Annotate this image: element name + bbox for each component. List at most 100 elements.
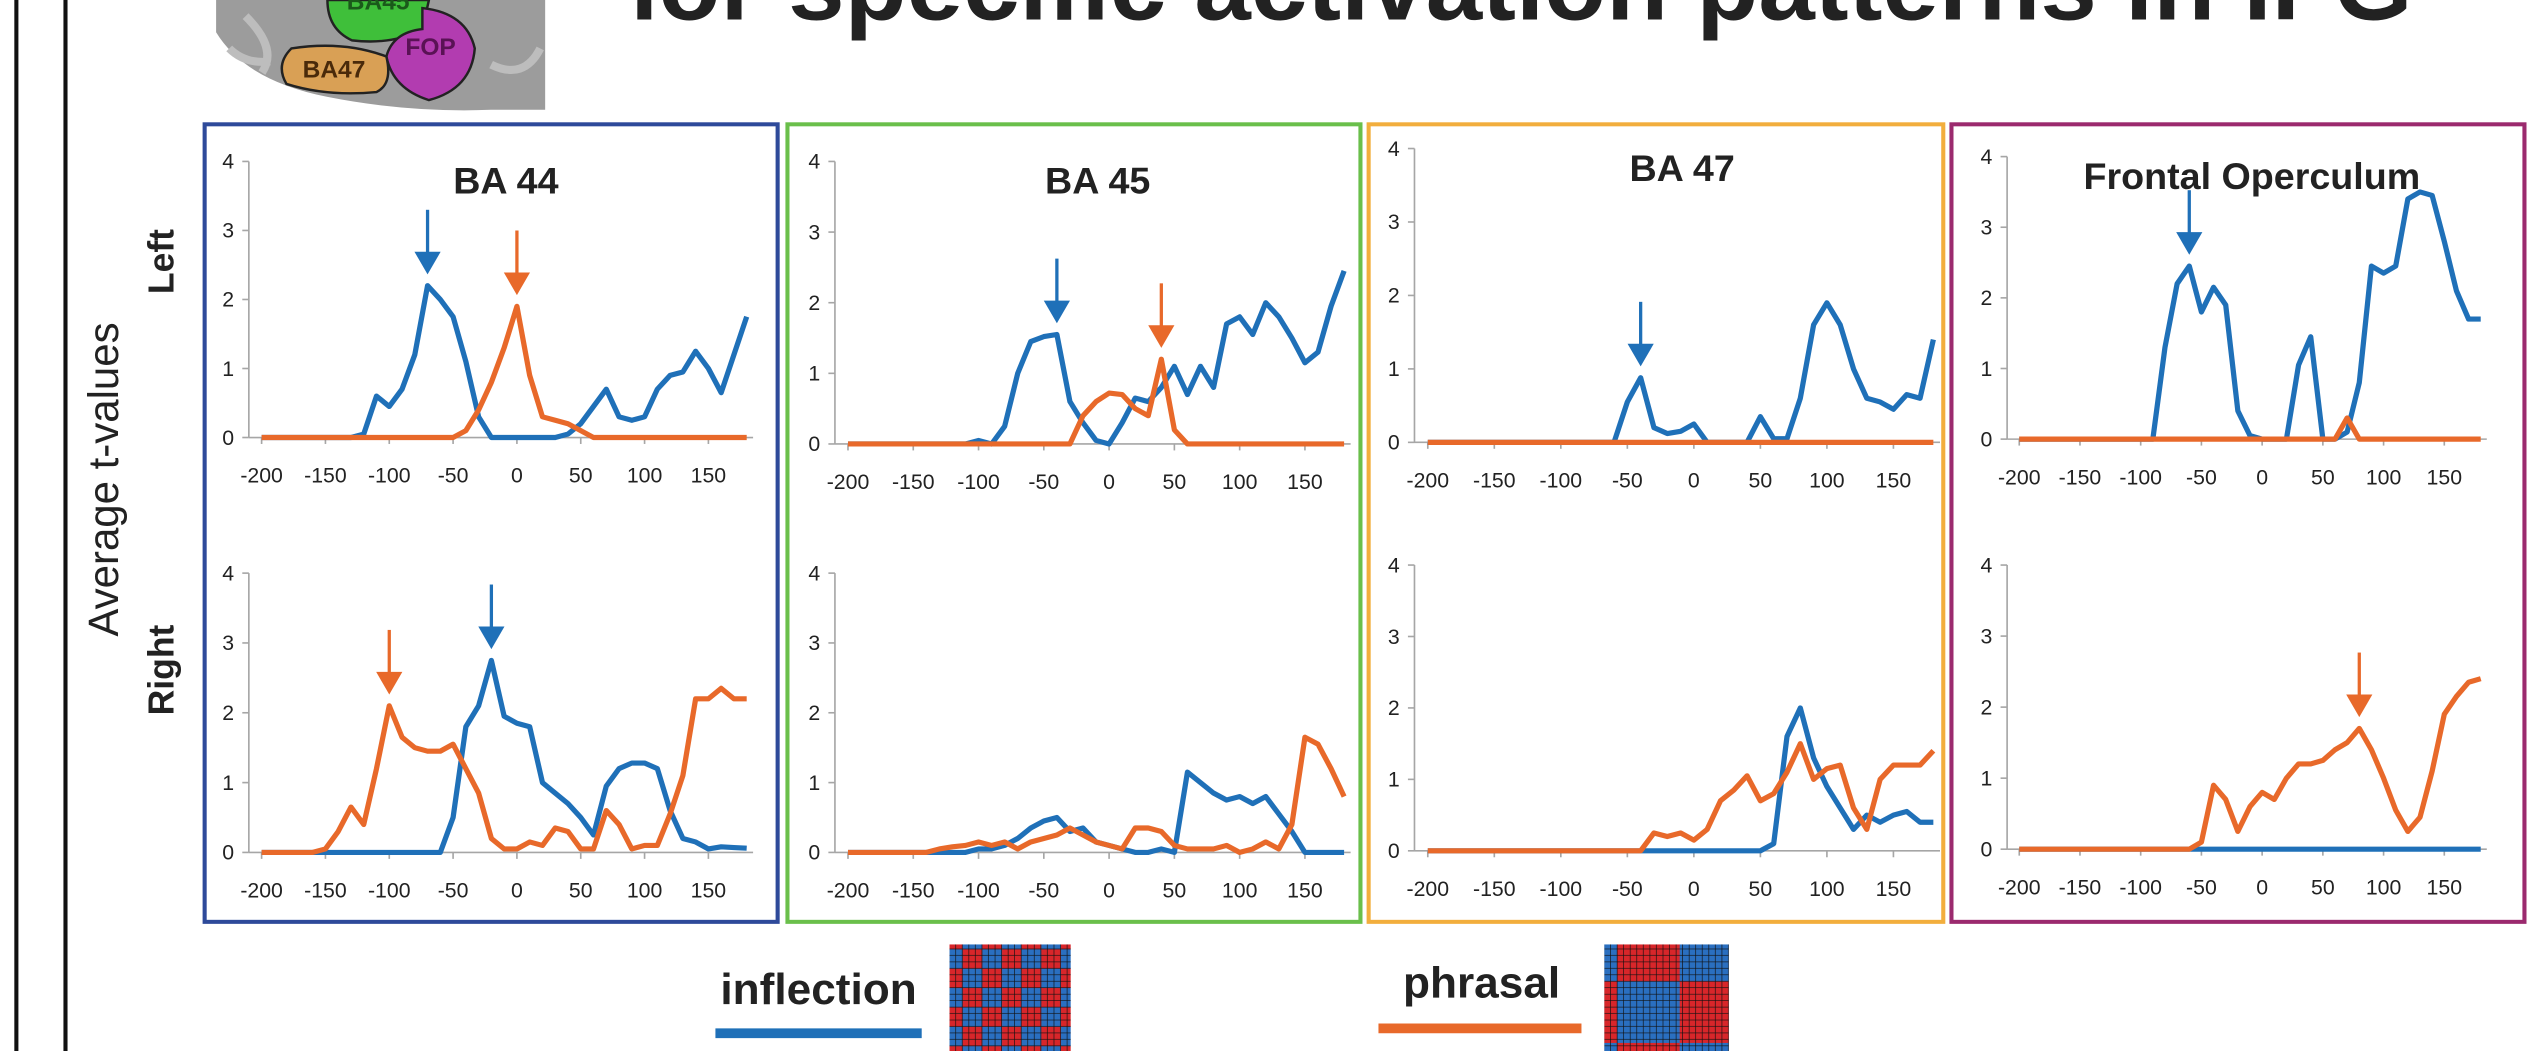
arrow <box>2176 190 2203 255</box>
x-tick-label: 50 <box>1749 878 1773 901</box>
y-tick-label: 1 <box>1388 358 1400 381</box>
x-tick-label: 0 <box>1103 471 1115 494</box>
y-tick-label: 4 <box>808 151 820 174</box>
arrow-head <box>1043 300 1070 324</box>
y-tick-label: 1 <box>808 772 820 795</box>
arrow <box>1148 283 1175 348</box>
y-tick-label: 2 <box>1981 287 1993 310</box>
y-tick-label: 3 <box>222 220 234 243</box>
x-tick-label: -200 <box>1406 470 1449 493</box>
x-tick-label: 100 <box>1222 471 1257 494</box>
series-line <box>261 685 747 856</box>
x-tick-label: -100 <box>957 471 1000 494</box>
arrow <box>376 629 403 695</box>
arrow-head <box>2346 694 2373 718</box>
y-axis-label: Average t-values <box>80 322 127 636</box>
panel-border <box>1366 122 1946 924</box>
x-tick-label: 150 <box>2427 466 2462 489</box>
y-tick-label: 2 <box>808 702 820 725</box>
x-tick-label: 100 <box>2366 466 2401 489</box>
x-tick-label: 0 <box>1688 878 1700 901</box>
x-tick-label: -50 <box>2186 466 2217 489</box>
x-tick-label: 0 <box>511 465 523 488</box>
x-tick-label: 50 <box>569 880 593 903</box>
arrow <box>478 584 505 650</box>
y-tick-label: 3 <box>1388 626 1400 649</box>
x-tick-label: 50 <box>2311 877 2335 900</box>
x-tick-label: -50 <box>438 880 469 903</box>
row-label: Left <box>141 229 181 294</box>
arrow <box>503 230 531 296</box>
x-tick-label: -100 <box>1540 878 1583 901</box>
x-tick-label: 150 <box>1876 878 1911 901</box>
y-tick-label: 3 <box>1981 625 1993 648</box>
x-tick-label: -150 <box>304 880 347 903</box>
panel-title: BA 44 <box>453 160 558 202</box>
x-tick-label: -200 <box>1998 877 2041 900</box>
brain-image <box>216 0 546 111</box>
x-tick-label: 150 <box>1287 471 1322 494</box>
y-tick-label: 2 <box>222 289 234 312</box>
x-tick-label: -50 <box>1612 470 1643 493</box>
arrow-head <box>478 626 505 650</box>
y-tick-label: 0 <box>1981 429 1993 452</box>
x-tick-label: 0 <box>1103 880 1115 903</box>
panel-border <box>1949 122 2527 924</box>
brain-label: BA45 <box>347 0 410 16</box>
arrow-head <box>1148 325 1175 348</box>
y-tick-label: 2 <box>808 292 820 315</box>
y-tick-label: 2 <box>1388 697 1400 720</box>
y-tick-label: 0 <box>222 842 234 865</box>
arrow-head <box>376 671 403 695</box>
y-tick-label: 0 <box>808 842 820 865</box>
legend-label: inflection <box>720 965 916 1014</box>
x-tick-label: -150 <box>304 465 347 488</box>
x-tick-label: 50 <box>569 465 593 488</box>
y-tick-label: 1 <box>1981 768 1993 791</box>
x-tick-label: 100 <box>1809 878 1844 901</box>
y-tick-label: 0 <box>808 433 820 456</box>
x-tick-label: 50 <box>2311 466 2335 489</box>
y-tick-label: 1 <box>222 358 234 381</box>
series-line <box>261 657 747 856</box>
x-tick-label: -200 <box>827 880 870 903</box>
y-tick-label: 3 <box>222 632 234 655</box>
legend-icon <box>949 944 1071 1051</box>
series-line <box>1427 705 1934 854</box>
y-tick-label: 3 <box>808 632 820 655</box>
x-tick-label: -150 <box>1473 470 1516 493</box>
x-tick-label: -150 <box>892 471 935 494</box>
x-tick-label: -150 <box>2059 877 2102 900</box>
x-tick-label: -200 <box>240 880 283 903</box>
x-tick-label: 50 <box>1749 470 1773 493</box>
panel-border <box>202 122 780 924</box>
x-tick-label: 150 <box>691 880 726 903</box>
y-tick-label: 4 <box>222 151 234 174</box>
y-tick-label: 3 <box>808 221 820 244</box>
y-tick-label: 4 <box>1388 138 1400 161</box>
legend-label: phrasal <box>1403 959 1560 1008</box>
x-tick-label: -200 <box>827 471 870 494</box>
panel-title: Frontal Operculum <box>2084 155 2421 197</box>
series-line <box>1427 741 1936 854</box>
y-tick-label: 2 <box>1388 285 1400 308</box>
x-tick-label: -100 <box>368 465 411 488</box>
series-line <box>1427 300 1936 445</box>
x-tick-label: -100 <box>2119 466 2162 489</box>
arrow <box>1043 258 1070 324</box>
series-line <box>847 734 1347 856</box>
series-line <box>261 283 750 441</box>
x-tick-label: 0 <box>1688 470 1700 493</box>
x-tick-label: 100 <box>627 880 662 903</box>
x-tick-label: 100 <box>627 465 662 488</box>
x-tick-label: -200 <box>240 465 283 488</box>
panel-title: BA 47 <box>1630 147 1735 189</box>
y-tick-label: 0 <box>222 427 234 450</box>
series-line <box>2019 676 2482 852</box>
arrow-head <box>414 251 441 275</box>
legend-icon <box>1604 944 1729 1051</box>
y-tick-label: 0 <box>1981 839 1993 862</box>
x-tick-label: -150 <box>2059 466 2102 489</box>
x-tick-label: -150 <box>1473 878 1516 901</box>
x-tick-label: -100 <box>1540 470 1583 493</box>
